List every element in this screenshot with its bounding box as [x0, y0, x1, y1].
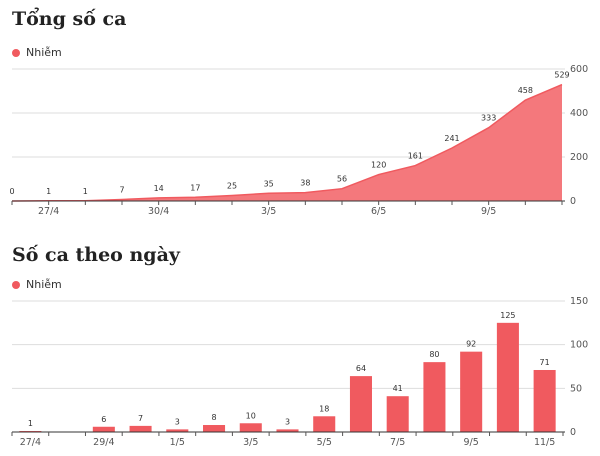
chart2-y-tick-label: 50: [570, 383, 582, 394]
chart1-data-label: 7: [119, 185, 124, 194]
chart2-bar: [92, 426, 115, 432]
chart2-title: Số ca theo ngày: [12, 244, 180, 266]
chart2-bar: [313, 416, 336, 432]
chart1-data-label: 56: [337, 175, 347, 184]
chart1-data-label: 458: [518, 86, 533, 95]
chart1-area: [12, 84, 562, 201]
chart2-bar: [423, 362, 446, 432]
chart1-data-label: 241: [444, 134, 459, 143]
chart1-x-tick-label: 3/5: [261, 206, 276, 217]
chart2-legend-dot: [12, 280, 20, 289]
chart2-data-label: 80: [429, 350, 439, 359]
chart2-data-label: 3: [285, 417, 290, 426]
chart2-x-tick-label: 27/4: [20, 437, 41, 448]
chart1-data-label: 35: [264, 179, 274, 188]
chart2-y-tick-label: 100: [570, 340, 588, 351]
chart2-x-tick-label: 11/5: [534, 437, 555, 448]
chart1-x-tick-label: 6/5: [371, 206, 386, 217]
chart1-x-tick-label: 27/4: [38, 206, 59, 217]
chart1-legend[interactable]: Nhiễm: [12, 46, 62, 59]
chart1-data-label: 120: [371, 161, 386, 170]
chart2-bar: [496, 322, 519, 432]
chart2-y-tick-label: 0: [570, 427, 576, 438]
chart1-data-label: 38: [300, 179, 310, 188]
chart2-bar: [203, 425, 226, 432]
chart1-x-tick-label: 9/5: [481, 206, 496, 217]
chart2-bar: [166, 429, 189, 432]
chart1-data-label: 1: [46, 187, 51, 196]
chart2-data-label: 71: [540, 358, 550, 367]
chart2-data-label: 125: [500, 311, 515, 320]
chart1-x-tick-label: 30/4: [148, 206, 169, 217]
chart2-x-tick-label: 9/5: [464, 437, 479, 448]
chart2-legend[interactable]: Nhiễm: [12, 278, 62, 291]
chart1-data-label: 17: [190, 183, 200, 192]
chart2-data-label: 10: [246, 411, 256, 420]
chart1-data-label: 161: [408, 152, 423, 161]
chart1-y-tick-label: 0: [570, 196, 576, 207]
chart1-data-label: 529: [554, 71, 569, 80]
chart2-y-tick-label: 150: [570, 296, 588, 307]
chart1-y-tick-label: 600: [570, 64, 588, 75]
chart1-y-tick-label: 400: [570, 108, 588, 119]
chart1-data-label: 0: [9, 187, 14, 196]
chart1-legend-label: Nhiễm: [26, 46, 62, 59]
chart2-x-tick-label: 5/5: [317, 437, 332, 448]
chart2-bar: [239, 423, 262, 432]
chart1-data-label: 14: [154, 184, 164, 193]
chart1-data-label: 333: [481, 114, 496, 123]
chart2-bar: [533, 369, 556, 432]
chart2-data-label: 18: [319, 404, 329, 413]
chart2-x-tick-label: 1/5: [170, 437, 185, 448]
chart2-bar: [276, 429, 299, 432]
chart1-data-label: 1: [83, 187, 88, 196]
chart2-data-label: 7: [138, 414, 143, 423]
chart1-y-tick-label: 200: [570, 152, 588, 163]
chart1-series-line: [11, 83, 563, 202]
chart2-bar: [129, 425, 152, 432]
chart2-data-label: 41: [393, 384, 403, 393]
chart2-x-tick-label: 7/5: [390, 437, 405, 448]
chart1-legend-dot: [12, 48, 20, 57]
chart2-x-tick-label: 29/4: [93, 437, 114, 448]
chart1-data-label: 25: [227, 182, 237, 191]
chart2-legend-label: Nhiễm: [26, 278, 62, 291]
chart2-data-label: 6: [101, 415, 106, 424]
chart2-x-tick-label: 3/5: [243, 437, 258, 448]
chart2-bar: [349, 376, 372, 432]
chart2-bar: [386, 396, 409, 432]
chart2-data-label: 64: [356, 364, 366, 373]
chart2-data-label: 1: [28, 419, 33, 428]
chart2-data-label: 92: [466, 340, 476, 349]
chart2-data-label: 8: [211, 413, 216, 422]
chart2-data-label: 3: [175, 417, 180, 426]
chart1-title: Tổng số ca: [12, 8, 127, 30]
chart2-bar: [460, 351, 483, 432]
